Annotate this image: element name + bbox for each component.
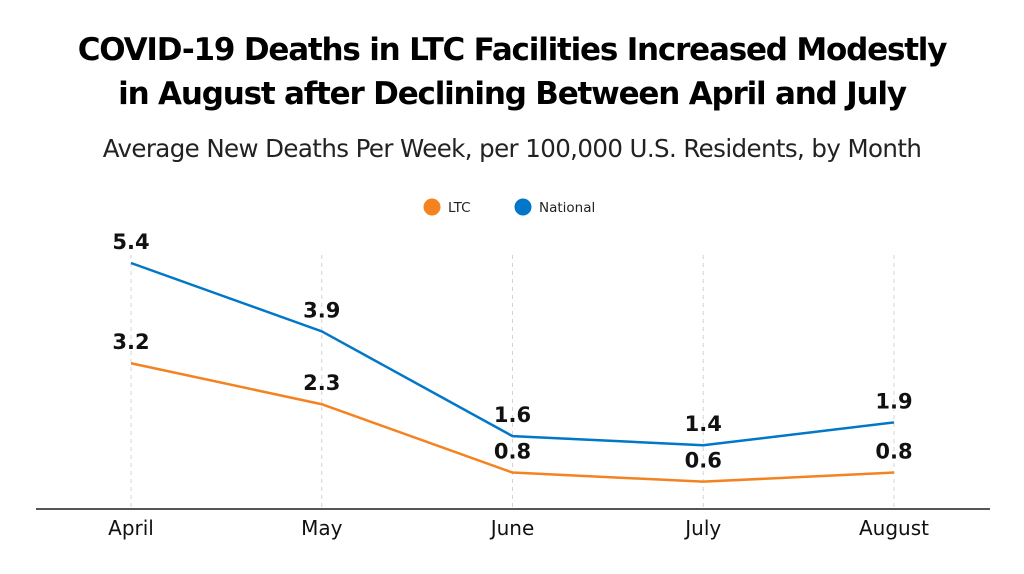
x-tick-label-august: August (859, 516, 929, 540)
legend-marker-ltc (423, 198, 441, 216)
chart-subtitle: Average New Deaths Per Week, per 100,000… (102, 134, 922, 163)
data-label-national-april: 5.4 (112, 230, 149, 254)
data-label-national-july: 1.4 (685, 412, 722, 436)
data-label-ltc-june: 0.8 (494, 440, 531, 464)
data-label-national-may: 3.9 (303, 298, 340, 322)
chart-title-line-2: in August after Declining Between April … (118, 76, 907, 112)
x-tick-label-april: April (108, 516, 154, 540)
x-tick-label-june: June (489, 516, 535, 540)
x-tick-label-may: May (301, 516, 343, 540)
data-label-national-june: 1.6 (494, 403, 531, 427)
legend-label-national: National (539, 200, 595, 216)
chart-title-line-1: COVID-19 Deaths in LTC Facilities Increa… (77, 32, 948, 68)
data-label-ltc-april: 3.2 (112, 330, 149, 354)
data-label-ltc-august: 0.8 (875, 440, 912, 464)
series-line-national (130, 261, 895, 447)
data-label-ltc-may: 2.3 (303, 371, 340, 395)
series-line-ltc (130, 362, 895, 483)
x-tick-label-july: July (683, 516, 721, 540)
legend-label-ltc: LTC (448, 200, 471, 216)
data-label-ltc-july: 0.6 (685, 449, 722, 473)
data-label-national-august: 1.9 (875, 389, 912, 413)
legend-marker-national (514, 198, 532, 216)
